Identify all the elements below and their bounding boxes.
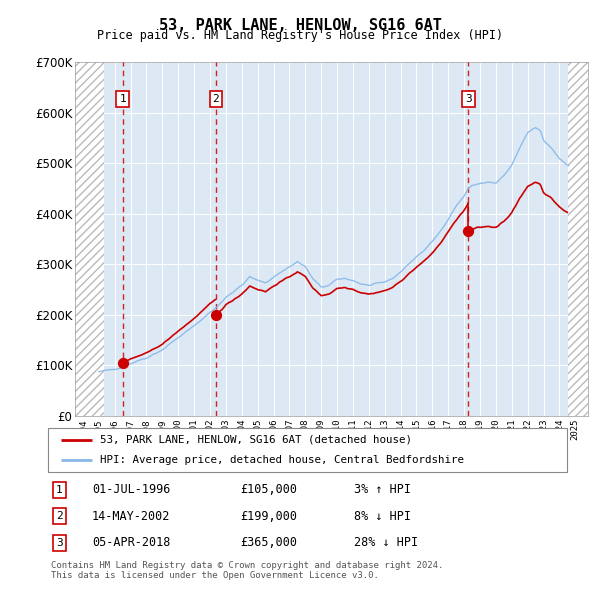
Text: 1: 1 xyxy=(56,485,63,495)
Text: Price paid vs. HM Land Registry's House Price Index (HPI): Price paid vs. HM Land Registry's House … xyxy=(97,30,503,42)
Text: Contains HM Land Registry data © Crown copyright and database right 2024.: Contains HM Land Registry data © Crown c… xyxy=(51,560,443,569)
Point xyxy=(118,358,127,368)
Text: 14-MAY-2002: 14-MAY-2002 xyxy=(92,510,170,523)
Text: 8% ↓ HPI: 8% ↓ HPI xyxy=(354,510,411,523)
Text: £105,000: £105,000 xyxy=(240,483,297,496)
Text: 1: 1 xyxy=(119,94,126,104)
Bar xyxy=(75,62,104,416)
Point xyxy=(464,227,473,236)
FancyBboxPatch shape xyxy=(48,428,567,472)
Text: HPI: Average price, detached house, Central Bedfordshire: HPI: Average price, detached house, Cent… xyxy=(100,455,464,465)
Text: £199,000: £199,000 xyxy=(240,510,297,523)
Text: 28% ↓ HPI: 28% ↓ HPI xyxy=(354,536,418,549)
Text: 01-JUL-1996: 01-JUL-1996 xyxy=(92,483,170,496)
Text: £365,000: £365,000 xyxy=(240,536,297,549)
Text: This data is licensed under the Open Government Licence v3.0.: This data is licensed under the Open Gov… xyxy=(51,571,379,580)
Text: 53, PARK LANE, HENLOW, SG16 6AT (detached house): 53, PARK LANE, HENLOW, SG16 6AT (detache… xyxy=(100,435,412,445)
Text: 3% ↑ HPI: 3% ↑ HPI xyxy=(354,483,411,496)
Text: 3: 3 xyxy=(56,537,63,548)
Text: 53, PARK LANE, HENLOW, SG16 6AT: 53, PARK LANE, HENLOW, SG16 6AT xyxy=(158,18,442,32)
Bar xyxy=(568,62,588,416)
Point xyxy=(211,310,221,320)
Text: 05-APR-2018: 05-APR-2018 xyxy=(92,536,170,549)
Text: 2: 2 xyxy=(56,512,63,521)
Text: 2: 2 xyxy=(212,94,219,104)
Text: 3: 3 xyxy=(465,94,472,104)
